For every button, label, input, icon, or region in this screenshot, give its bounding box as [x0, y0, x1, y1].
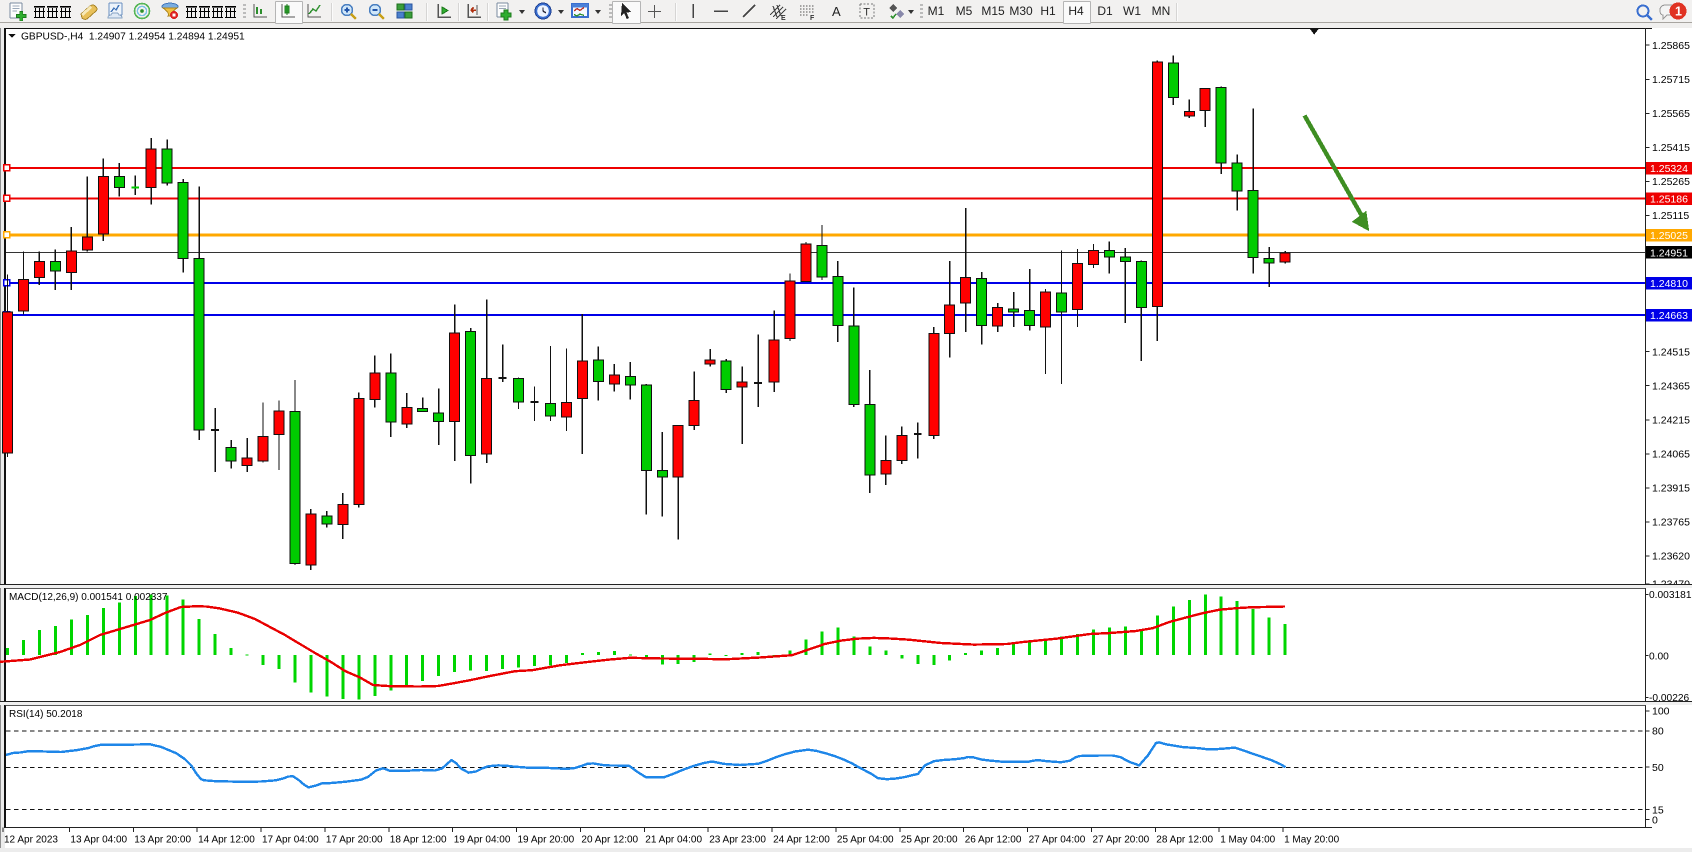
- svg-text:0.003181: 0.003181: [1649, 590, 1692, 601]
- svg-text:26 Apr 12:00: 26 Apr 12:00: [965, 835, 1022, 846]
- svg-text:GBPUSD-,H4 1.24907 1.24954 1.: GBPUSD-,H4 1.24907 1.24954 1.24894 1.249…: [21, 32, 245, 43]
- svg-text:1 May 20:00: 1 May 20:00: [1284, 835, 1339, 846]
- svg-text:1.24365: 1.24365: [1652, 380, 1690, 392]
- svg-text:1.24515: 1.24515: [1652, 346, 1690, 358]
- svg-text:F: F: [810, 15, 815, 22]
- svg-text:100: 100: [1652, 706, 1670, 718]
- svg-text:13 Apr 04:00: 13 Apr 04:00: [70, 835, 127, 846]
- svg-text:1.23620: 1.23620: [1652, 551, 1690, 563]
- svg-text:1.25115: 1.25115: [1652, 210, 1689, 222]
- svg-text:20 Apr 12:00: 20 Apr 12:00: [581, 835, 638, 846]
- svg-text:12 Apr 2023: 12 Apr 2023: [4, 835, 58, 846]
- svg-text:1.25025: 1.25025: [1650, 230, 1688, 242]
- svg-text:1 May 04:00: 1 May 04:00: [1220, 835, 1275, 846]
- svg-text:1.25865: 1.25865: [1652, 40, 1690, 52]
- svg-text:1.25324: 1.25324: [1650, 163, 1688, 175]
- svg-text:-0.00226: -0.00226: [1649, 693, 1690, 704]
- svg-text:19 Apr 04:00: 19 Apr 04:00: [454, 835, 511, 846]
- svg-text:13 Apr 20:00: 13 Apr 20:00: [134, 835, 191, 846]
- svg-text:1.24810: 1.24810: [1650, 278, 1688, 290]
- svg-text:1.23765: 1.23765: [1652, 517, 1690, 529]
- svg-text:14 Apr 12:00: 14 Apr 12:00: [198, 835, 255, 846]
- svg-text:RSI(14) 50.2018: RSI(14) 50.2018: [9, 709, 83, 720]
- svg-text:25 Apr 20:00: 25 Apr 20:00: [901, 835, 958, 846]
- svg-text:0: 0: [1652, 815, 1658, 827]
- svg-text:1.25565: 1.25565: [1652, 108, 1690, 120]
- svg-text:T: T: [863, 7, 870, 19]
- svg-text:15: 15: [1652, 804, 1664, 816]
- svg-text:1.24951: 1.24951: [1650, 247, 1688, 259]
- svg-text:1.24663: 1.24663: [1650, 310, 1688, 322]
- svg-text:E: E: [781, 15, 786, 22]
- svg-text:MACD(12,26,9) 0.001541 0.00233: MACD(12,26,9) 0.001541 0.002337: [9, 592, 168, 603]
- svg-text:17 Apr 20:00: 17 Apr 20:00: [326, 835, 383, 846]
- svg-text:18 Apr 12:00: 18 Apr 12:00: [390, 835, 447, 846]
- svg-text:1.23915: 1.23915: [1652, 483, 1690, 495]
- svg-text:28 Apr 12:00: 28 Apr 12:00: [1156, 835, 1213, 846]
- svg-text:1.25415: 1.25415: [1652, 142, 1690, 154]
- svg-text:1.25265: 1.25265: [1652, 176, 1690, 188]
- svg-text:1.24215: 1.24215: [1652, 415, 1690, 427]
- svg-text:1.25715: 1.25715: [1652, 74, 1690, 86]
- svg-text:0.00: 0.00: [1649, 651, 1669, 662]
- svg-text:50: 50: [1652, 762, 1664, 774]
- svg-text:25 Apr 04:00: 25 Apr 04:00: [837, 835, 894, 846]
- svg-text:1.24065: 1.24065: [1652, 449, 1690, 461]
- svg-text:24 Apr 12:00: 24 Apr 12:00: [773, 835, 830, 846]
- svg-text:23 Apr 23:00: 23 Apr 23:00: [709, 835, 766, 846]
- svg-text:80: 80: [1652, 726, 1664, 738]
- svg-text:1: 1: [1675, 5, 1682, 19]
- svg-text:27 Apr 20:00: 27 Apr 20:00: [1093, 835, 1150, 846]
- svg-text:21 Apr 04:00: 21 Apr 04:00: [645, 835, 702, 846]
- svg-text:17 Apr 04:00: 17 Apr 04:00: [262, 835, 319, 846]
- svg-text:27 Apr 04:00: 27 Apr 04:00: [1029, 835, 1086, 846]
- svg-text:19 Apr 20:00: 19 Apr 20:00: [518, 835, 575, 846]
- svg-text:1.25186: 1.25186: [1650, 193, 1688, 205]
